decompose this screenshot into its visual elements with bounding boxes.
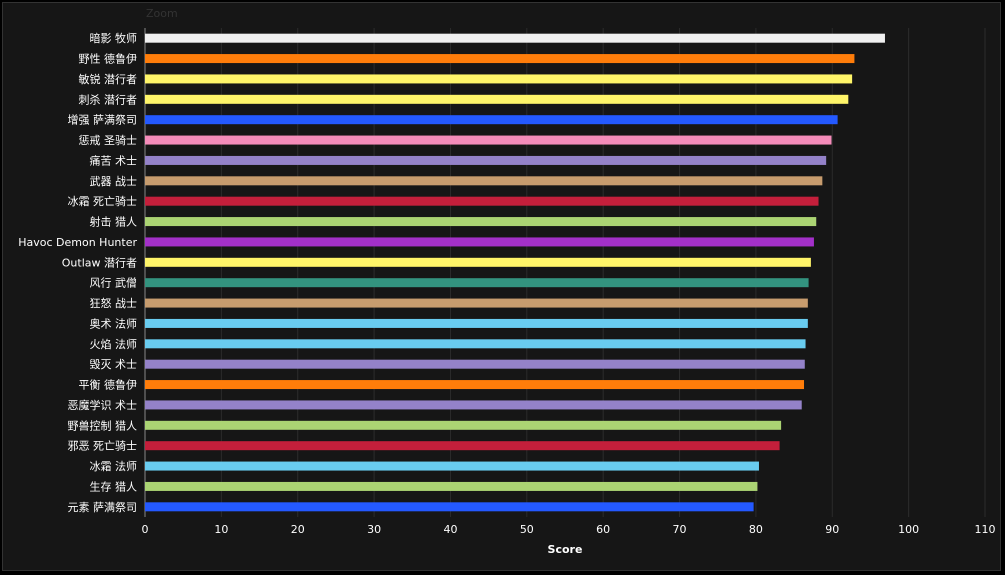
bar[interactable] xyxy=(145,176,823,186)
bar[interactable] xyxy=(145,155,827,165)
bars xyxy=(145,33,885,512)
bar[interactable] xyxy=(145,217,817,227)
category-label: 恶魔学识 术士 xyxy=(68,398,138,412)
bar[interactable] xyxy=(145,380,805,390)
grid-lines xyxy=(144,28,986,517)
category-label: 痛苦 术士 xyxy=(90,153,138,167)
bar[interactable] xyxy=(145,115,838,125)
x-tick-label: 90 xyxy=(825,523,839,536)
bar[interactable] xyxy=(145,420,782,430)
category-label: 野性 德鲁伊 xyxy=(79,52,138,66)
category-label: 惩戒 圣骑士 xyxy=(79,134,138,147)
category-label: 暗影 牧师 xyxy=(90,31,138,45)
bar[interactable] xyxy=(145,33,885,43)
category-label: 元素 萨满祭司 xyxy=(68,501,138,514)
category-label: Outlaw 潜行者 xyxy=(62,255,137,269)
x-tick-label: 110 xyxy=(975,523,996,536)
category-label: 冰霜 法师 xyxy=(90,459,138,473)
x-tick-label: 30 xyxy=(367,523,381,536)
bar[interactable] xyxy=(145,318,808,328)
x-tick-label: 10 xyxy=(214,523,228,536)
category-label: 毁灭 术士 xyxy=(90,357,138,371)
bar[interactable] xyxy=(145,441,780,451)
category-label: 狂怒 战士 xyxy=(90,296,138,310)
category-label: 平衡 德鲁伊 xyxy=(79,378,138,392)
category-label: 射击 猎人 xyxy=(90,215,138,229)
category-label: 增强 萨满祭司 xyxy=(68,113,138,127)
x-tick-label: 20 xyxy=(291,523,305,536)
bar[interactable] xyxy=(145,359,805,369)
bar[interactable] xyxy=(145,74,853,84)
category-label: 生存 猎人 xyxy=(90,479,138,493)
category-label: 刺杀 潜行者 xyxy=(79,92,138,106)
x-tick-label: 0 xyxy=(142,523,149,536)
bar[interactable] xyxy=(145,54,855,64)
bar[interactable] xyxy=(145,339,806,349)
bar[interactable] xyxy=(145,481,758,491)
category-label: 武器 战士 xyxy=(90,175,138,188)
bar[interactable] xyxy=(145,400,802,410)
bar[interactable] xyxy=(145,298,808,308)
x-axis-title: Score xyxy=(548,543,583,556)
x-axis-ticks: 0 10 20 30 40 50 60 70 80 90 100 110 xyxy=(142,523,996,536)
category-label: 邪恶 死亡骑士 xyxy=(68,439,138,453)
category-label: 风行 武僧 xyxy=(90,277,138,290)
bar[interactable] xyxy=(145,257,811,267)
x-tick-label: 40 xyxy=(443,523,457,536)
bar[interactable] xyxy=(145,135,832,145)
bar[interactable] xyxy=(145,502,754,512)
bar[interactable] xyxy=(145,196,819,206)
zoom-label[interactable]: Zoom xyxy=(146,7,178,20)
x-tick-label: 100 xyxy=(898,523,919,536)
bar[interactable] xyxy=(145,278,809,288)
x-tick-label: 80 xyxy=(749,523,763,536)
bar[interactable] xyxy=(145,461,759,471)
category-label: 奥术 法师 xyxy=(90,316,138,330)
category-label: Havoc Demon Hunter xyxy=(18,236,137,249)
bar[interactable] xyxy=(145,237,814,247)
bar[interactable] xyxy=(145,94,849,104)
category-label: 冰霜 死亡骑士 xyxy=(68,194,138,208)
x-tick-label: 70 xyxy=(673,523,687,536)
x-tick-label: 60 xyxy=(596,523,610,536)
category-label: 野兽控制 猎人 xyxy=(68,418,138,432)
x-tick-label: 50 xyxy=(520,523,534,536)
category-label: 火焰 法师 xyxy=(90,337,138,351)
category-label: 敏锐 潜行者 xyxy=(79,72,138,86)
